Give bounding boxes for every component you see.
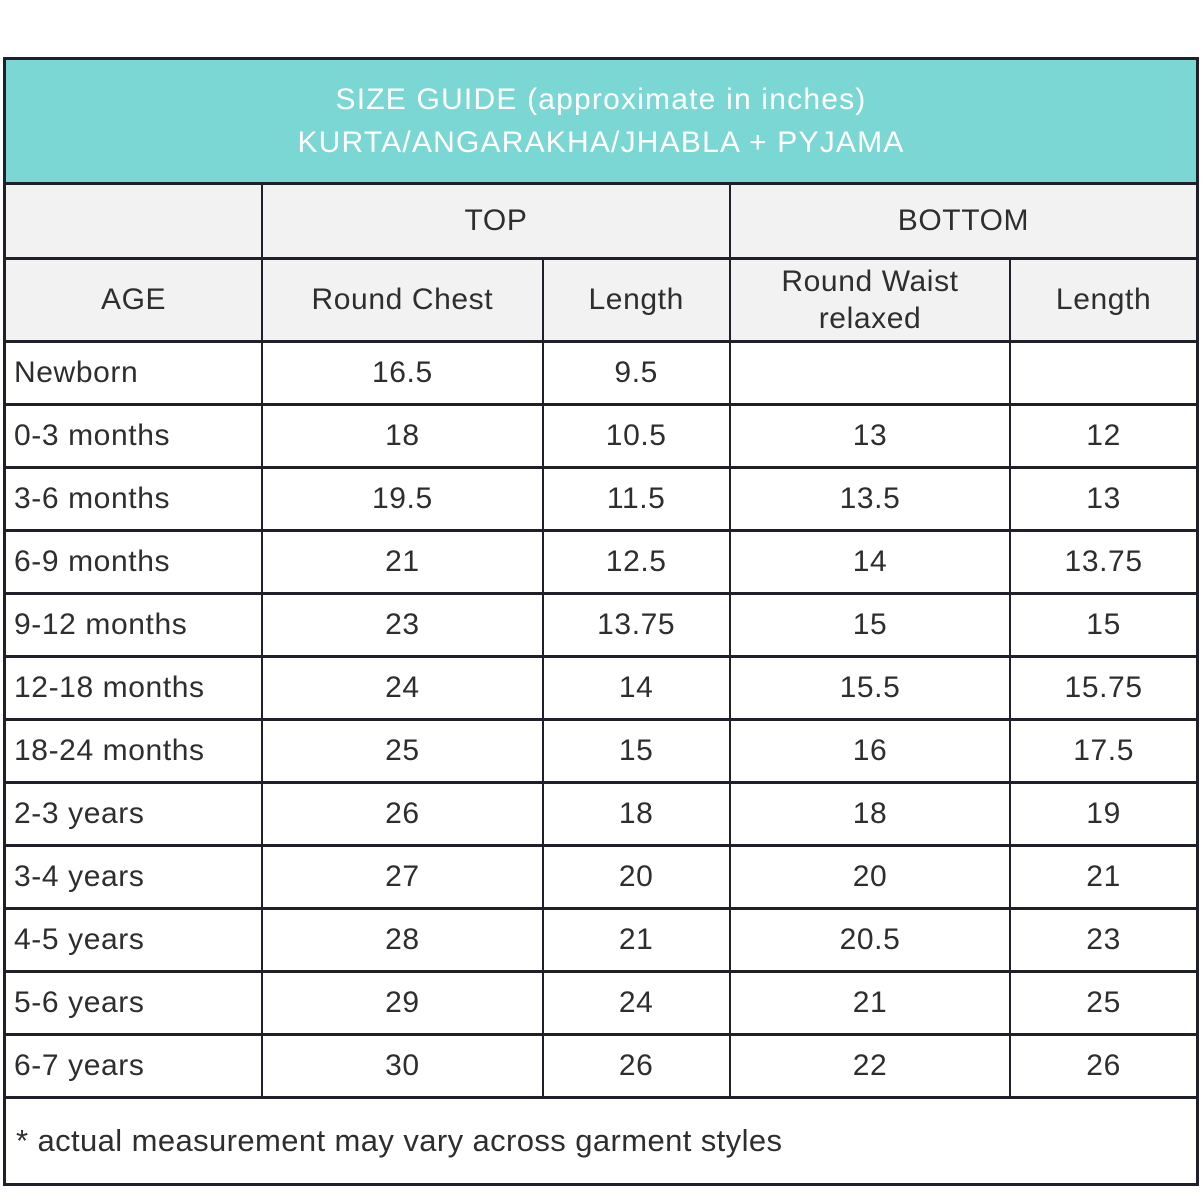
age-column-header: AGE bbox=[3, 257, 264, 343]
top-length-cell: 24 bbox=[541, 970, 731, 1036]
age-cell: 6-9 months bbox=[3, 529, 264, 595]
table-row: 5-6 years 29 24 21 25 bbox=[3, 970, 1199, 1036]
age-cell: 0-3 months bbox=[3, 403, 264, 469]
top-chest-cell: 19.5 bbox=[261, 466, 544, 532]
table-row: 3-6 months 19.5 11.5 13.5 13 bbox=[3, 466, 1199, 532]
bottom-waist-cell: 13 bbox=[728, 403, 1012, 469]
age-cell: Newborn bbox=[3, 340, 264, 406]
title-row: SIZE GUIDE (approximate in inches) KURTA… bbox=[3, 57, 1199, 185]
bottom-length-cell: 21 bbox=[1009, 844, 1199, 910]
bottom-length-cell: 17.5 bbox=[1009, 718, 1199, 784]
top-length-cell: 21 bbox=[541, 907, 731, 973]
top-length-cell: 26 bbox=[541, 1033, 731, 1099]
size-guide-table: SIZE GUIDE (approximate in inches) KURTA… bbox=[3, 57, 1199, 1186]
group-header-row: TOP BOTTOM bbox=[3, 182, 1199, 260]
bottom-waist-cell: 16 bbox=[728, 718, 1012, 784]
round-waist-column-header: Round Waist relaxed bbox=[728, 257, 1012, 343]
age-cell: 12-18 months bbox=[3, 655, 264, 721]
bottom-length-column-header: Length bbox=[1009, 257, 1199, 343]
table-row: 12-18 months 24 14 15.5 15.75 bbox=[3, 655, 1199, 721]
table-title: SIZE GUIDE (approximate in inches) KURTA… bbox=[3, 57, 1199, 185]
bottom-waist-cell: 14 bbox=[728, 529, 1012, 595]
top-length-cell: 18 bbox=[541, 781, 731, 847]
bottom-length-cell: 19 bbox=[1009, 781, 1199, 847]
table-row: Newborn 16.5 9.5 bbox=[3, 340, 1199, 406]
top-chest-cell: 30 bbox=[261, 1033, 544, 1099]
top-chest-cell: 28 bbox=[261, 907, 544, 973]
top-length-column-header: Length bbox=[541, 257, 731, 343]
table-title-line1: SIZE GUIDE (approximate in inches) bbox=[335, 82, 867, 116]
top-chest-cell: 25 bbox=[261, 718, 544, 784]
bottom-waist-cell: 13.5 bbox=[728, 466, 1012, 532]
table-row: 2-3 years 26 18 18 19 bbox=[3, 781, 1199, 847]
bottom-group-header: BOTTOM bbox=[728, 182, 1199, 260]
age-cell: 4-5 years bbox=[3, 907, 264, 973]
top-group-header: TOP bbox=[261, 182, 731, 260]
bottom-length-cell: 13 bbox=[1009, 466, 1199, 532]
table-title-line2: KURTA/ANGARAKHA/JHABLA + PYJAMA bbox=[297, 126, 905, 159]
top-length-cell: 15 bbox=[541, 718, 731, 784]
bottom-waist-cell: 15 bbox=[728, 592, 1012, 658]
age-cell: 3-6 months bbox=[3, 466, 264, 532]
bottom-length-cell: 12 bbox=[1009, 403, 1199, 469]
bottom-length-cell bbox=[1009, 340, 1199, 406]
bottom-length-cell: 26 bbox=[1009, 1033, 1199, 1099]
footnote-row: * actual measurement may vary across gar… bbox=[3, 1096, 1199, 1186]
age-group-spacer bbox=[3, 182, 264, 260]
table-row: 4-5 years 28 21 20.5 23 bbox=[3, 907, 1199, 973]
bottom-length-cell: 25 bbox=[1009, 970, 1199, 1036]
age-cell: 9-12 months bbox=[3, 592, 264, 658]
top-chest-cell: 18 bbox=[261, 403, 544, 469]
table-row: 9-12 months 23 13.75 15 15 bbox=[3, 592, 1199, 658]
footnote-text: * actual measurement may vary across gar… bbox=[3, 1096, 1199, 1186]
age-cell: 3-4 years bbox=[3, 844, 264, 910]
bottom-waist-cell: 18 bbox=[728, 781, 1012, 847]
top-length-cell: 12.5 bbox=[541, 529, 731, 595]
top-chest-cell: 21 bbox=[261, 529, 544, 595]
table-row: 6-9 months 21 12.5 14 13.75 bbox=[3, 529, 1199, 595]
top-chest-cell: 23 bbox=[261, 592, 544, 658]
top-chest-cell: 26 bbox=[261, 781, 544, 847]
top-length-cell: 10.5 bbox=[541, 403, 731, 469]
top-chest-cell: 27 bbox=[261, 844, 544, 910]
table-row: 6-7 years 30 26 22 26 bbox=[3, 1033, 1199, 1099]
top-length-cell: 20 bbox=[541, 844, 731, 910]
top-length-cell: 9.5 bbox=[541, 340, 731, 406]
age-cell: 18-24 months bbox=[3, 718, 264, 784]
top-length-cell: 13.75 bbox=[541, 592, 731, 658]
bottom-length-cell: 13.75 bbox=[1009, 529, 1199, 595]
age-cell: 2-3 years bbox=[3, 781, 264, 847]
bottom-waist-cell: 22 bbox=[728, 1033, 1012, 1099]
table-row: 3-4 years 27 20 20 21 bbox=[3, 844, 1199, 910]
top-length-cell: 14 bbox=[541, 655, 731, 721]
top-chest-cell: 16.5 bbox=[261, 340, 544, 406]
top-chest-cell: 29 bbox=[261, 970, 544, 1036]
top-chest-cell: 24 bbox=[261, 655, 544, 721]
bottom-waist-cell: 21 bbox=[728, 970, 1012, 1036]
bottom-waist-cell: 20.5 bbox=[728, 907, 1012, 973]
round-chest-column-header: Round Chest bbox=[261, 257, 544, 343]
bottom-length-cell: 15 bbox=[1009, 592, 1199, 658]
bottom-waist-cell: 15.5 bbox=[728, 655, 1012, 721]
bottom-waist-cell bbox=[728, 340, 1012, 406]
table-row: 0-3 months 18 10.5 13 12 bbox=[3, 403, 1199, 469]
age-cell: 6-7 years bbox=[3, 1033, 264, 1099]
column-header-row: AGE Round Chest Length Round Waist relax… bbox=[3, 257, 1199, 343]
bottom-length-cell: 15.75 bbox=[1009, 655, 1199, 721]
bottom-waist-cell: 20 bbox=[728, 844, 1012, 910]
top-length-cell: 11.5 bbox=[541, 466, 731, 532]
table-row: 18-24 months 25 15 16 17.5 bbox=[3, 718, 1199, 784]
age-cell: 5-6 years bbox=[3, 970, 264, 1036]
bottom-length-cell: 23 bbox=[1009, 907, 1199, 973]
